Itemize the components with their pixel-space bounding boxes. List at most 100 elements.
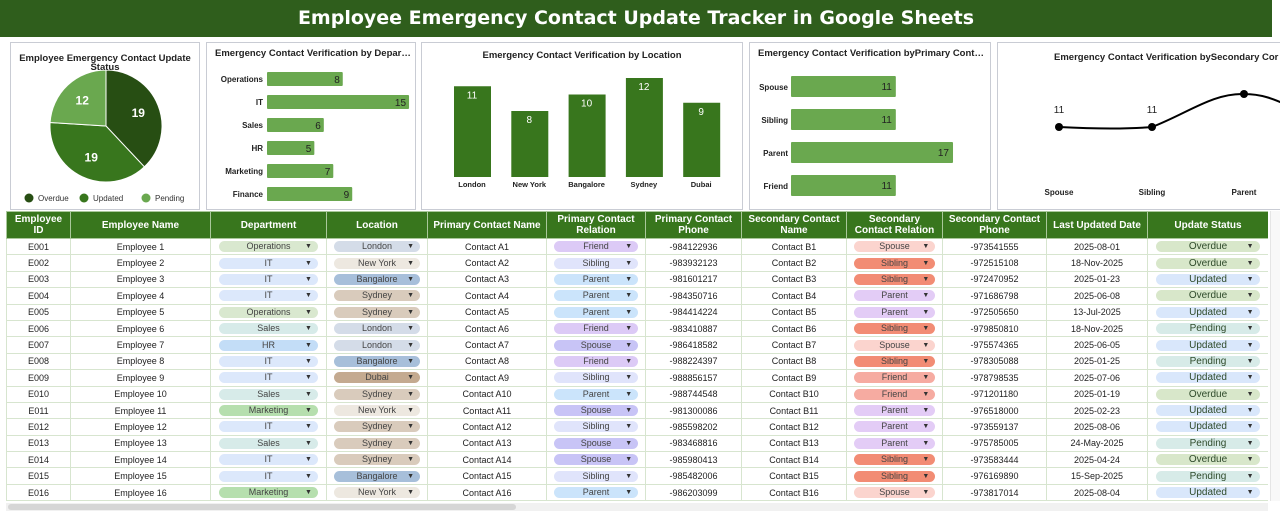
cell[interactable]: E015 — [6, 467, 71, 485]
cell[interactable]: Friend ▼ — [846, 369, 943, 387]
dropdown-arrow-icon[interactable]: ▼ — [407, 472, 414, 480]
column-header[interactable]: Primary Contact Name — [427, 211, 547, 239]
dropdown-chip[interactable]: Sibling ▼ — [853, 355, 936, 367]
cell[interactable]: Contact B12 — [741, 418, 847, 436]
cell[interactable]: Updated ▼ — [1147, 369, 1268, 387]
dropdown-chip[interactable]: Sibling ▼ — [553, 470, 639, 482]
cell[interactable]: Marketing ▼ — [210, 401, 327, 420]
dropdown-arrow-icon[interactable]: ▼ — [305, 456, 312, 464]
cell[interactable]: Contact A6 — [427, 319, 547, 338]
dropdown-chip[interactable]: Parent ▼ — [853, 437, 936, 449]
cell[interactable]: Sibling ▼ — [846, 352, 943, 371]
dropdown-arrow-icon[interactable]: ▼ — [1246, 390, 1254, 398]
dropdown-chip[interactable]: Parent ▼ — [553, 487, 639, 499]
cell[interactable]: Contact A3 — [427, 270, 547, 289]
cell[interactable]: 15-Sep-2025 — [1046, 467, 1148, 485]
dropdown-arrow-icon[interactable]: ▼ — [625, 357, 633, 365]
cell[interactable]: -985598202 — [645, 418, 742, 436]
dropdown-arrow-icon[interactable]: ▼ — [1246, 275, 1254, 283]
cell[interactable]: Spouse ▼ — [846, 237, 943, 256]
cell[interactable]: IT ▼ — [210, 451, 327, 469]
dropdown-chip[interactable]: Sibling ▼ — [853, 470, 936, 482]
cell[interactable]: 24-May-2025 — [1046, 434, 1148, 453]
dropdown-chip[interactable]: Friend ▼ — [553, 241, 639, 253]
cell[interactable]: E009 — [6, 369, 71, 387]
dropdown-arrow-icon[interactable]: ▼ — [305, 308, 312, 316]
dropdown-arrow-icon[interactable]: ▼ — [1246, 407, 1254, 415]
cell[interactable]: E002 — [6, 254, 71, 272]
dropdown-arrow-icon[interactable]: ▼ — [305, 489, 312, 497]
cell[interactable]: Contact A7 — [427, 336, 547, 354]
cell[interactable]: -984414224 — [645, 303, 742, 321]
cell[interactable]: 2025-08-04 — [1046, 483, 1148, 501]
cell[interactable]: IT ▼ — [210, 418, 327, 436]
dropdown-chip[interactable]: Sydney ▼ — [334, 454, 420, 466]
cell[interactable]: Contact A9 — [427, 369, 547, 387]
dropdown-chip[interactable]: Sydney ▼ — [334, 290, 420, 302]
cell[interactable]: Parent ▼ — [546, 385, 646, 403]
cell[interactable]: Employee 5 — [70, 303, 211, 321]
cell[interactable]: Sibling ▼ — [546, 418, 646, 436]
dropdown-chip[interactable]: Parent ▼ — [853, 421, 936, 433]
dropdown-arrow-icon[interactable]: ▼ — [625, 489, 633, 497]
dropdown-arrow-icon[interactable]: ▼ — [922, 423, 930, 431]
dropdown-arrow-icon[interactable]: ▼ — [1246, 374, 1254, 382]
cell[interactable]: Sibling ▼ — [846, 467, 943, 485]
dropdown-arrow-icon[interactable]: ▼ — [625, 325, 633, 333]
dropdown-arrow-icon[interactable]: ▼ — [922, 308, 930, 316]
cell[interactable]: Overdue ▼ — [1147, 287, 1268, 305]
dropdown-arrow-icon[interactable]: ▼ — [625, 456, 633, 464]
cell[interactable]: E016 — [6, 483, 71, 501]
cell[interactable]: Parent ▼ — [846, 418, 943, 436]
dropdown-arrow-icon[interactable]: ▼ — [1246, 357, 1254, 365]
dropdown-chip[interactable]: Sibling ▼ — [853, 454, 936, 466]
dropdown-chip[interactable]: Parent ▼ — [553, 273, 639, 285]
cell[interactable]: Contact A1 — [427, 237, 547, 256]
cell[interactable]: Sydney ▼ — [326, 287, 428, 305]
cell[interactable]: Sydney ▼ — [326, 434, 428, 453]
cell[interactable]: E011 — [6, 401, 71, 420]
dropdown-arrow-icon[interactable]: ▼ — [1246, 325, 1254, 333]
chart-secondary-relation[interactable]: Emergency Contact Verification bySeconda… — [997, 42, 1280, 210]
cell[interactable]: Employee 11 — [70, 401, 211, 420]
cell[interactable]: -973583444 — [942, 451, 1047, 469]
cell[interactable]: -986418582 — [645, 336, 742, 354]
cell[interactable]: Contact A8 — [427, 352, 547, 371]
dropdown-arrow-icon[interactable]: ▼ — [625, 243, 633, 251]
cell[interactable]: E008 — [6, 352, 71, 371]
dropdown-arrow-icon[interactable]: ▼ — [305, 357, 312, 365]
cell[interactable]: -985980413 — [645, 451, 742, 469]
dropdown-chip[interactable]: Pending ▼ — [1156, 470, 1260, 482]
dropdown-chip[interactable]: Spouse ▼ — [553, 437, 639, 449]
cell[interactable]: Contact B5 — [741, 303, 847, 321]
dropdown-chip[interactable]: Sydney ▼ — [334, 306, 420, 318]
chart-primary-relation[interactable]: Emergency Contact Verification byPrimary… — [749, 42, 991, 210]
chart-status-pie[interactable]: Employee Emergency Contact Update Status… — [10, 42, 200, 210]
cell[interactable]: IT ▼ — [210, 254, 327, 272]
dropdown-chip[interactable]: IT ▼ — [219, 257, 318, 269]
dropdown-arrow-icon[interactable]: ▼ — [407, 489, 414, 497]
cell[interactable]: Contact A4 — [427, 287, 547, 305]
dropdown-chip[interactable]: Friend ▼ — [553, 355, 639, 367]
cell[interactable]: 2025-01-23 — [1046, 270, 1148, 289]
dropdown-arrow-icon[interactable]: ▼ — [407, 325, 414, 333]
cell[interactable]: Contact B7 — [741, 336, 847, 354]
cell[interactable]: -978798535 — [942, 369, 1047, 387]
dropdown-arrow-icon[interactable]: ▼ — [305, 325, 312, 333]
dropdown-arrow-icon[interactable]: ▼ — [407, 275, 414, 283]
cell[interactable]: Operations ▼ — [210, 237, 327, 256]
cell[interactable]: Sales ▼ — [210, 434, 327, 453]
dropdown-arrow-icon[interactable]: ▼ — [922, 374, 930, 382]
dropdown-arrow-icon[interactable]: ▼ — [922, 390, 930, 398]
cell[interactable]: Parent ▼ — [846, 287, 943, 305]
cell[interactable]: Sibling ▼ — [546, 467, 646, 485]
column-header[interactable]: Location — [326, 211, 428, 239]
cell[interactable]: Sydney ▼ — [326, 303, 428, 321]
dropdown-arrow-icon[interactable]: ▼ — [1246, 423, 1254, 431]
dropdown-arrow-icon[interactable]: ▼ — [305, 390, 312, 398]
cell[interactable]: Updated ▼ — [1147, 401, 1268, 420]
dropdown-chip[interactable]: Operations ▼ — [219, 241, 318, 253]
dropdown-chip[interactable]: Dubai ▼ — [334, 372, 420, 384]
cell[interactable]: Sibling ▼ — [546, 254, 646, 272]
dropdown-chip[interactable]: Sydney ▼ — [334, 437, 420, 449]
